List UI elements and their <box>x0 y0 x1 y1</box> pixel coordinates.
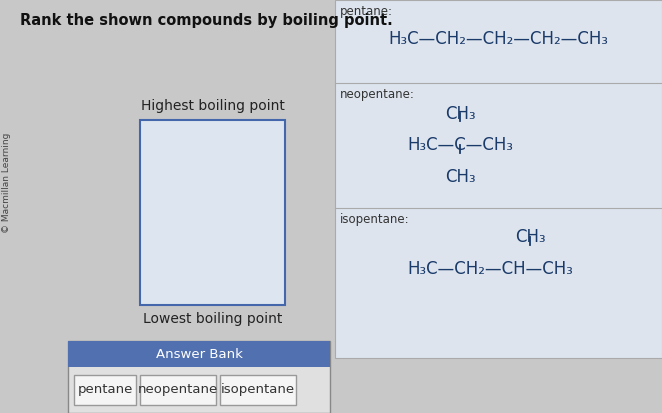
Text: neopentane:: neopentane: <box>340 88 415 101</box>
FancyBboxPatch shape <box>68 341 330 413</box>
Text: isopentane:: isopentane: <box>340 213 410 226</box>
FancyBboxPatch shape <box>68 341 330 367</box>
Text: pentane: pentane <box>77 384 132 396</box>
Text: Rank the shown compounds by boiling point.: Rank the shown compounds by boiling poin… <box>20 13 393 28</box>
Text: CH₃: CH₃ <box>445 168 475 186</box>
Text: Highest boiling point: Highest boiling point <box>140 99 285 113</box>
FancyBboxPatch shape <box>220 375 296 405</box>
Text: neopentane: neopentane <box>138 384 218 396</box>
Text: Answer Bank: Answer Bank <box>156 347 242 361</box>
Text: H₃C—C—CH₃: H₃C—C—CH₃ <box>407 136 513 154</box>
Text: pentane:: pentane: <box>340 5 393 18</box>
Text: isopentane: isopentane <box>221 384 295 396</box>
Text: H₃C—CH₂—CH₂—CH₂—CH₃: H₃C—CH₂—CH₂—CH₂—CH₃ <box>389 30 608 48</box>
FancyBboxPatch shape <box>140 120 285 305</box>
Text: CH₃: CH₃ <box>445 105 475 123</box>
Text: © Macmillan Learning: © Macmillan Learning <box>3 133 11 233</box>
FancyBboxPatch shape <box>335 0 662 358</box>
Text: Lowest boiling point: Lowest boiling point <box>143 312 282 326</box>
FancyBboxPatch shape <box>74 375 136 405</box>
Text: CH₃: CH₃ <box>514 228 545 246</box>
Text: H₃C—CH₂—CH—CH₃: H₃C—CH₂—CH—CH₃ <box>407 260 573 278</box>
FancyBboxPatch shape <box>140 375 216 405</box>
